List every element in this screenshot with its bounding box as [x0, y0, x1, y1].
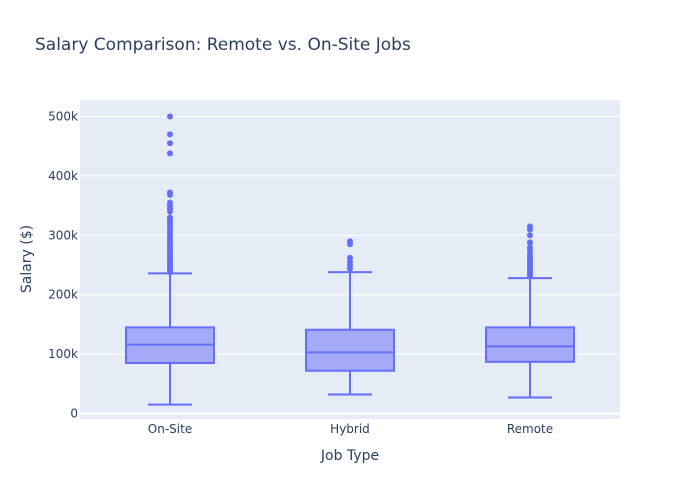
y-tick-label: 200k: [48, 288, 78, 302]
boxes: [125, 113, 575, 406]
x-tick-label: On-Site: [148, 422, 192, 436]
chart-title: Salary Comparison: Remote vs. On-Site Jo…: [35, 35, 411, 55]
box-on-site: [125, 113, 215, 406]
x-axis-title: Job Type: [320, 448, 379, 464]
outlier-point: [167, 140, 173, 147]
outlier-point: [527, 244, 533, 251]
outlier-point: [167, 214, 173, 221]
outlier-point: [167, 199, 173, 206]
y-tick-label: 0: [70, 407, 78, 421]
outlier-point: [527, 251, 533, 258]
box-remote: [485, 223, 575, 399]
outlier-point: [167, 189, 173, 196]
y-tick-label: 500k: [48, 110, 78, 124]
box-iqr: [305, 328, 395, 372]
outlier-point: [527, 239, 533, 246]
x-tick-label: Hybrid: [330, 422, 370, 436]
outlier-point: [527, 232, 533, 239]
x-tick-labels: On-Site Hybrid Remote: [148, 422, 553, 436]
outlier-point: [167, 131, 173, 138]
box-hybrid: [305, 238, 395, 396]
outlier-point: [347, 238, 353, 245]
outlier-point: [527, 223, 533, 230]
y-tick-label: 400k: [48, 169, 78, 183]
y-axis-title: Salary ($): [19, 225, 35, 293]
x-tick-label: Remote: [507, 422, 553, 436]
y-tick-label: 100k: [48, 347, 78, 361]
box-iqr: [485, 326, 575, 363]
y-tick-labels: 0 100k 200k 300k 400k 500k: [48, 110, 78, 421]
y-tick-label: 300k: [48, 228, 78, 242]
outlier-point: [347, 254, 353, 261]
outlier-point: [167, 150, 173, 157]
outlier-point: [347, 259, 353, 266]
outlier-point: [167, 113, 173, 120]
